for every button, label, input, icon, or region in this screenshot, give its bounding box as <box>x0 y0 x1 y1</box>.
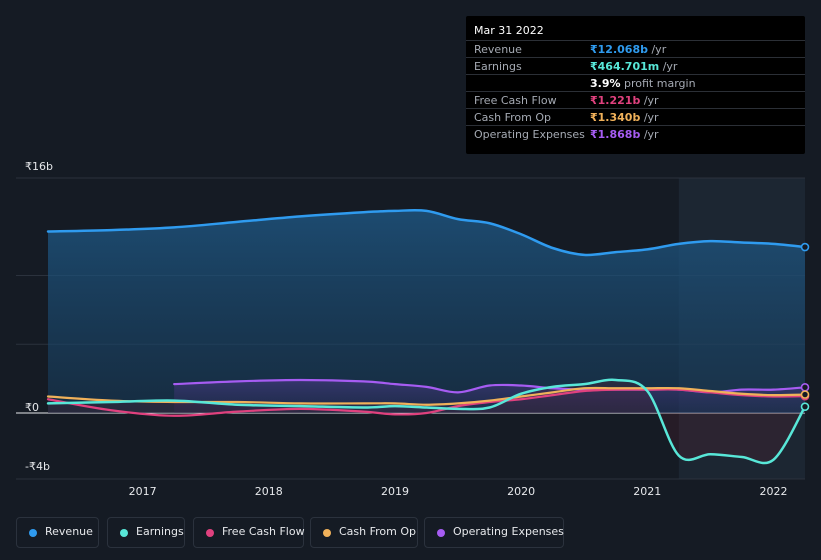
tooltip-label: Operating Expenses <box>474 128 585 141</box>
tooltip-value: ₹1.221b /yr <box>590 94 659 107</box>
tooltip-value-text: ₹1.221b <box>590 94 641 107</box>
tooltip-value-text: ₹1.340b <box>590 111 641 124</box>
tooltip-row-earnings: Earnings ₹464.701m /yr <box>466 57 805 75</box>
legend-label: Revenue <box>45 525 93 538</box>
x-axis-tick-label: 2019 <box>381 485 409 498</box>
tooltip-value-text: ₹12.068b <box>590 43 648 56</box>
tooltip-unit: /yr <box>647 43 667 56</box>
legend-item-operating-expenses[interactable]: Operating Expenses <box>424 517 564 548</box>
tooltip-value-text: ₹464.701m <box>590 60 660 73</box>
x-axis-tick-label: 2022 <box>759 485 787 498</box>
tooltip-label: Earnings <box>474 60 522 73</box>
tooltip-label: Free Cash Flow <box>474 94 557 107</box>
legend-label: Free Cash Flow <box>222 525 305 538</box>
revenue-line <box>46 208 807 257</box>
legend-item-revenue[interactable]: Revenue <box>16 517 99 548</box>
tooltip-value: ₹12.068b /yr <box>590 43 666 56</box>
tooltip-unit: /yr <box>640 111 659 124</box>
x-axis-tick-label: 2017 <box>129 485 157 498</box>
tooltip-value: ₹1.868b /yr <box>590 128 659 141</box>
legend-label: Earnings <box>136 525 184 538</box>
tooltip-row-revenue: Revenue ₹12.068b /yr <box>466 40 805 58</box>
legend-dot-icon <box>437 529 445 537</box>
tooltip-row-cash-from-op: Cash From Op ₹1.340b /yr <box>466 108 805 126</box>
earnings-line <box>46 378 807 465</box>
legend-label: Operating Expenses <box>453 525 564 538</box>
x-axis-tick-label: 2020 <box>507 485 535 498</box>
cash-from-op-end-point <box>800 390 810 399</box>
tooltip-unit: /yr <box>659 60 678 73</box>
tooltip-row-operating-expenses: Operating Expenses ₹1.868b /yr <box>466 125 805 143</box>
legend-item-free-cash-flow[interactable]: Free Cash Flow <box>193 517 305 548</box>
tooltip-row-profit-margin: 3.9% profit margin <box>466 74 805 92</box>
legend-dot-icon <box>206 529 214 537</box>
revenue-end-point <box>800 242 810 252</box>
operating-expenses-area <box>174 380 805 413</box>
tooltip-unit: profit margin <box>620 77 696 90</box>
operating-expenses-end-point <box>800 382 810 392</box>
legend-item-cash-from-op[interactable]: Cash From Op <box>310 517 418 548</box>
tooltip-value: 3.9% profit margin <box>590 77 696 90</box>
tooltip-value: ₹1.340b /yr <box>590 111 659 124</box>
x-axis-tick-label: 2018 <box>255 485 283 498</box>
tooltip-unit: /yr <box>640 128 659 141</box>
tooltip-unit: /yr <box>640 94 659 107</box>
legend-item-earnings[interactable]: Earnings <box>107 517 185 548</box>
earnings-end-point <box>800 402 810 411</box>
cash-from-op-line <box>46 386 807 406</box>
tooltip-value-text: 3.9% <box>590 77 621 90</box>
legend-label: Cash From Op <box>339 525 417 538</box>
tooltip-date: Mar 31 2022 <box>474 24 544 37</box>
legend-dot-icon <box>120 529 128 537</box>
tooltip-row-free-cash-flow: Free Cash Flow ₹1.221b /yr <box>466 91 805 109</box>
tooltip-value: ₹464.701m /yr <box>590 60 677 73</box>
tooltip-label: Revenue <box>474 43 522 56</box>
legend-dot-icon <box>29 529 37 537</box>
tooltip-value-text: ₹1.868b <box>590 128 641 141</box>
revenue-area <box>48 210 805 413</box>
tooltip-label: Cash From Op <box>474 111 552 124</box>
y-axis-label-bottom: -₹4b <box>25 460 50 473</box>
tooltip-panel: Mar 31 2022 Revenue ₹12.068b /yr Earning… <box>466 16 805 154</box>
x-axis-tick-label: 2021 <box>633 485 661 498</box>
earnings-area <box>48 379 805 464</box>
y-axis-label-top: ₹16b <box>25 160 53 173</box>
y-axis-label-zero: ₹0 <box>25 401 39 414</box>
legend-dot-icon <box>323 529 331 537</box>
